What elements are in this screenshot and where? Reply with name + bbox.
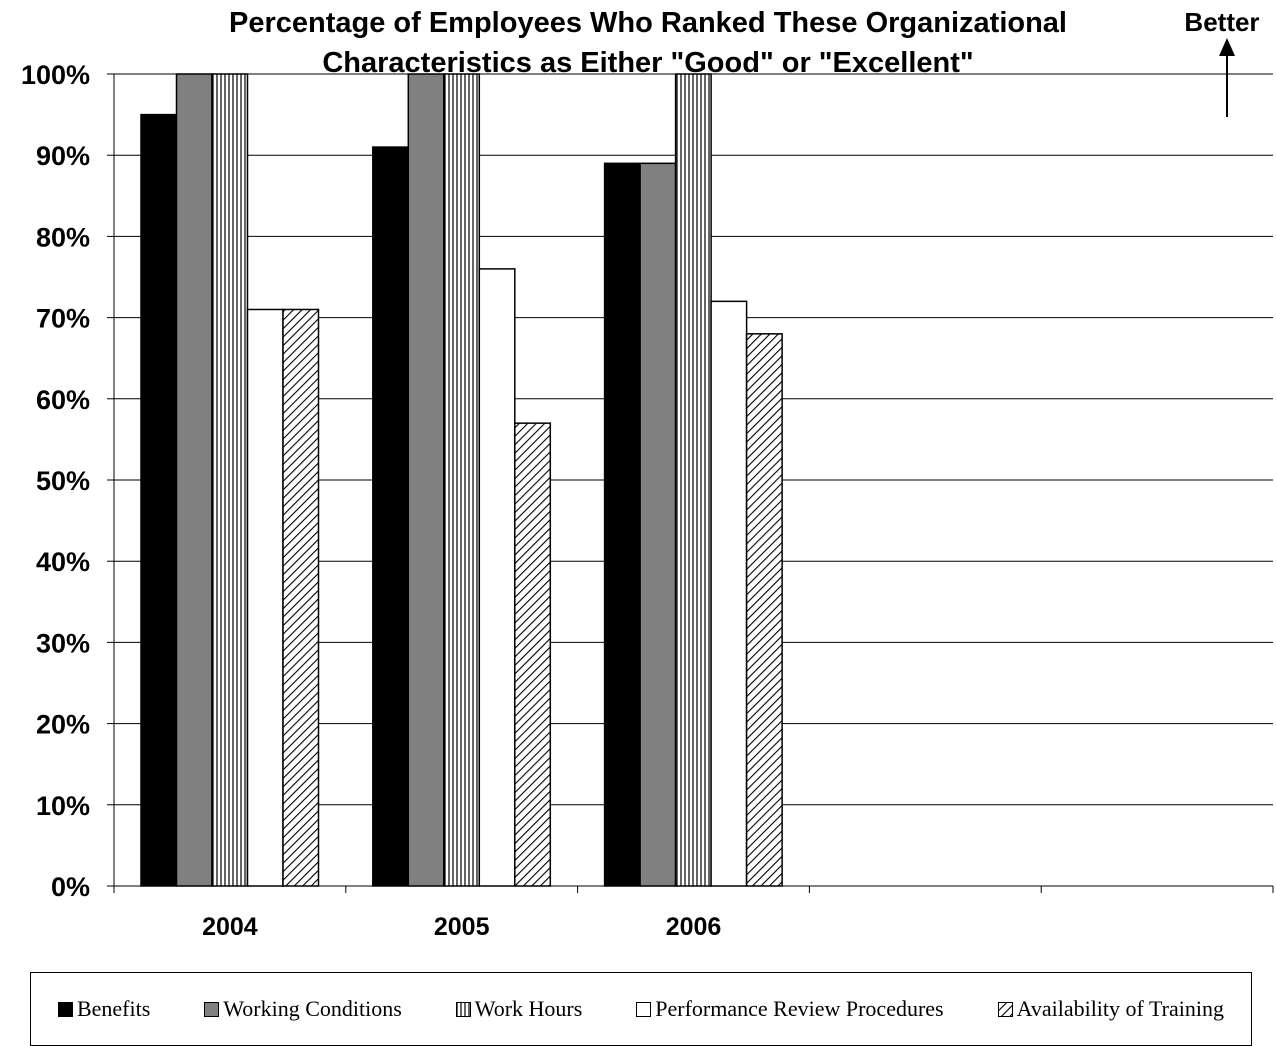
y-tick-label: 0% [51, 872, 90, 902]
y-tick-label: 30% [36, 628, 90, 658]
legend-item-work-hours: Work Hours [455, 996, 583, 1022]
bar-performance-review-procedures-2004 [246, 308, 284, 887]
legend-label-working-conditions: Working Conditions [223, 996, 402, 1021]
chart-title-line1: Percentage of Employees Who Ranked These… [229, 7, 1067, 39]
y-tick-label: 100% [21, 60, 90, 90]
x-tick-label: 2005 [434, 913, 490, 941]
bar-availability-of-training-2006 [745, 333, 783, 887]
legend-swatch-benefits [57, 1001, 73, 1017]
y-tick-label: 10% [36, 791, 90, 821]
legend-label-benefits: Benefits [76, 996, 151, 1021]
bar-benefits-2006 [603, 162, 641, 887]
bar-chart: 0% 10% 20% 30% 40% 50% 60% 70% 80% 90% 100% 2004 200… [21, 7, 1274, 941]
bar-working-conditions-2005 [407, 73, 445, 887]
bar-availability-of-training-2004 [282, 308, 320, 887]
legend-label-work-hours: Work Hours [474, 996, 583, 1021]
bar-work-hours-2006 [674, 73, 712, 887]
chart-title-line2: Characteristics as Either "Good" or "Exc… [322, 47, 973, 79]
x-tick-label: 2006 [666, 913, 722, 941]
legend-label-performance-review: Performance Review Procedures [655, 996, 944, 1021]
bar-performance-review-procedures-2005 [478, 268, 516, 887]
bar-benefits-2005 [372, 146, 410, 887]
y-tick-label: 70% [36, 304, 90, 334]
bar-performance-review-procedures-2006 [710, 300, 748, 887]
x-tick-label: 2004 [202, 913, 258, 941]
better-annotation: Better [1184, 7, 1259, 37]
legend-swatch-working-conditions [204, 1001, 220, 1017]
y-tick-label: 20% [36, 710, 90, 740]
bar-availability-of-training-2005 [514, 422, 552, 887]
legend-swatch-performance-review [636, 1001, 652, 1017]
legend-swatch-work-hours [455, 1001, 471, 1017]
legend-item-working-conditions: Working Conditions [204, 996, 402, 1022]
y-tick-label: 60% [36, 385, 90, 415]
y-tick-label: 50% [36, 466, 90, 496]
legend-item-performance-review: Performance Review Procedures [636, 996, 944, 1022]
bar-work-hours-2005 [443, 73, 481, 887]
y-tick-label: 90% [36, 141, 90, 171]
chart-legend: Benefits Working Conditions Work Hours P… [30, 972, 1252, 1046]
legend-swatch-availability-of-training [997, 1001, 1013, 1017]
better-arrow-icon [1219, 38, 1235, 117]
legend-item-availability-of-training: Availability of Training [997, 996, 1224, 1022]
bar-benefits-2004 [140, 113, 178, 887]
y-tick-label: 40% [36, 547, 90, 577]
legend-label-availability-of-training: Availability of Training [1016, 996, 1224, 1021]
bar-working-conditions-2004 [175, 73, 213, 887]
bar-work-hours-2004 [211, 73, 249, 887]
bar-working-conditions-2006 [639, 162, 677, 887]
y-tick-label: 80% [36, 222, 90, 252]
legend-item-benefits: Benefits [57, 996, 151, 1022]
